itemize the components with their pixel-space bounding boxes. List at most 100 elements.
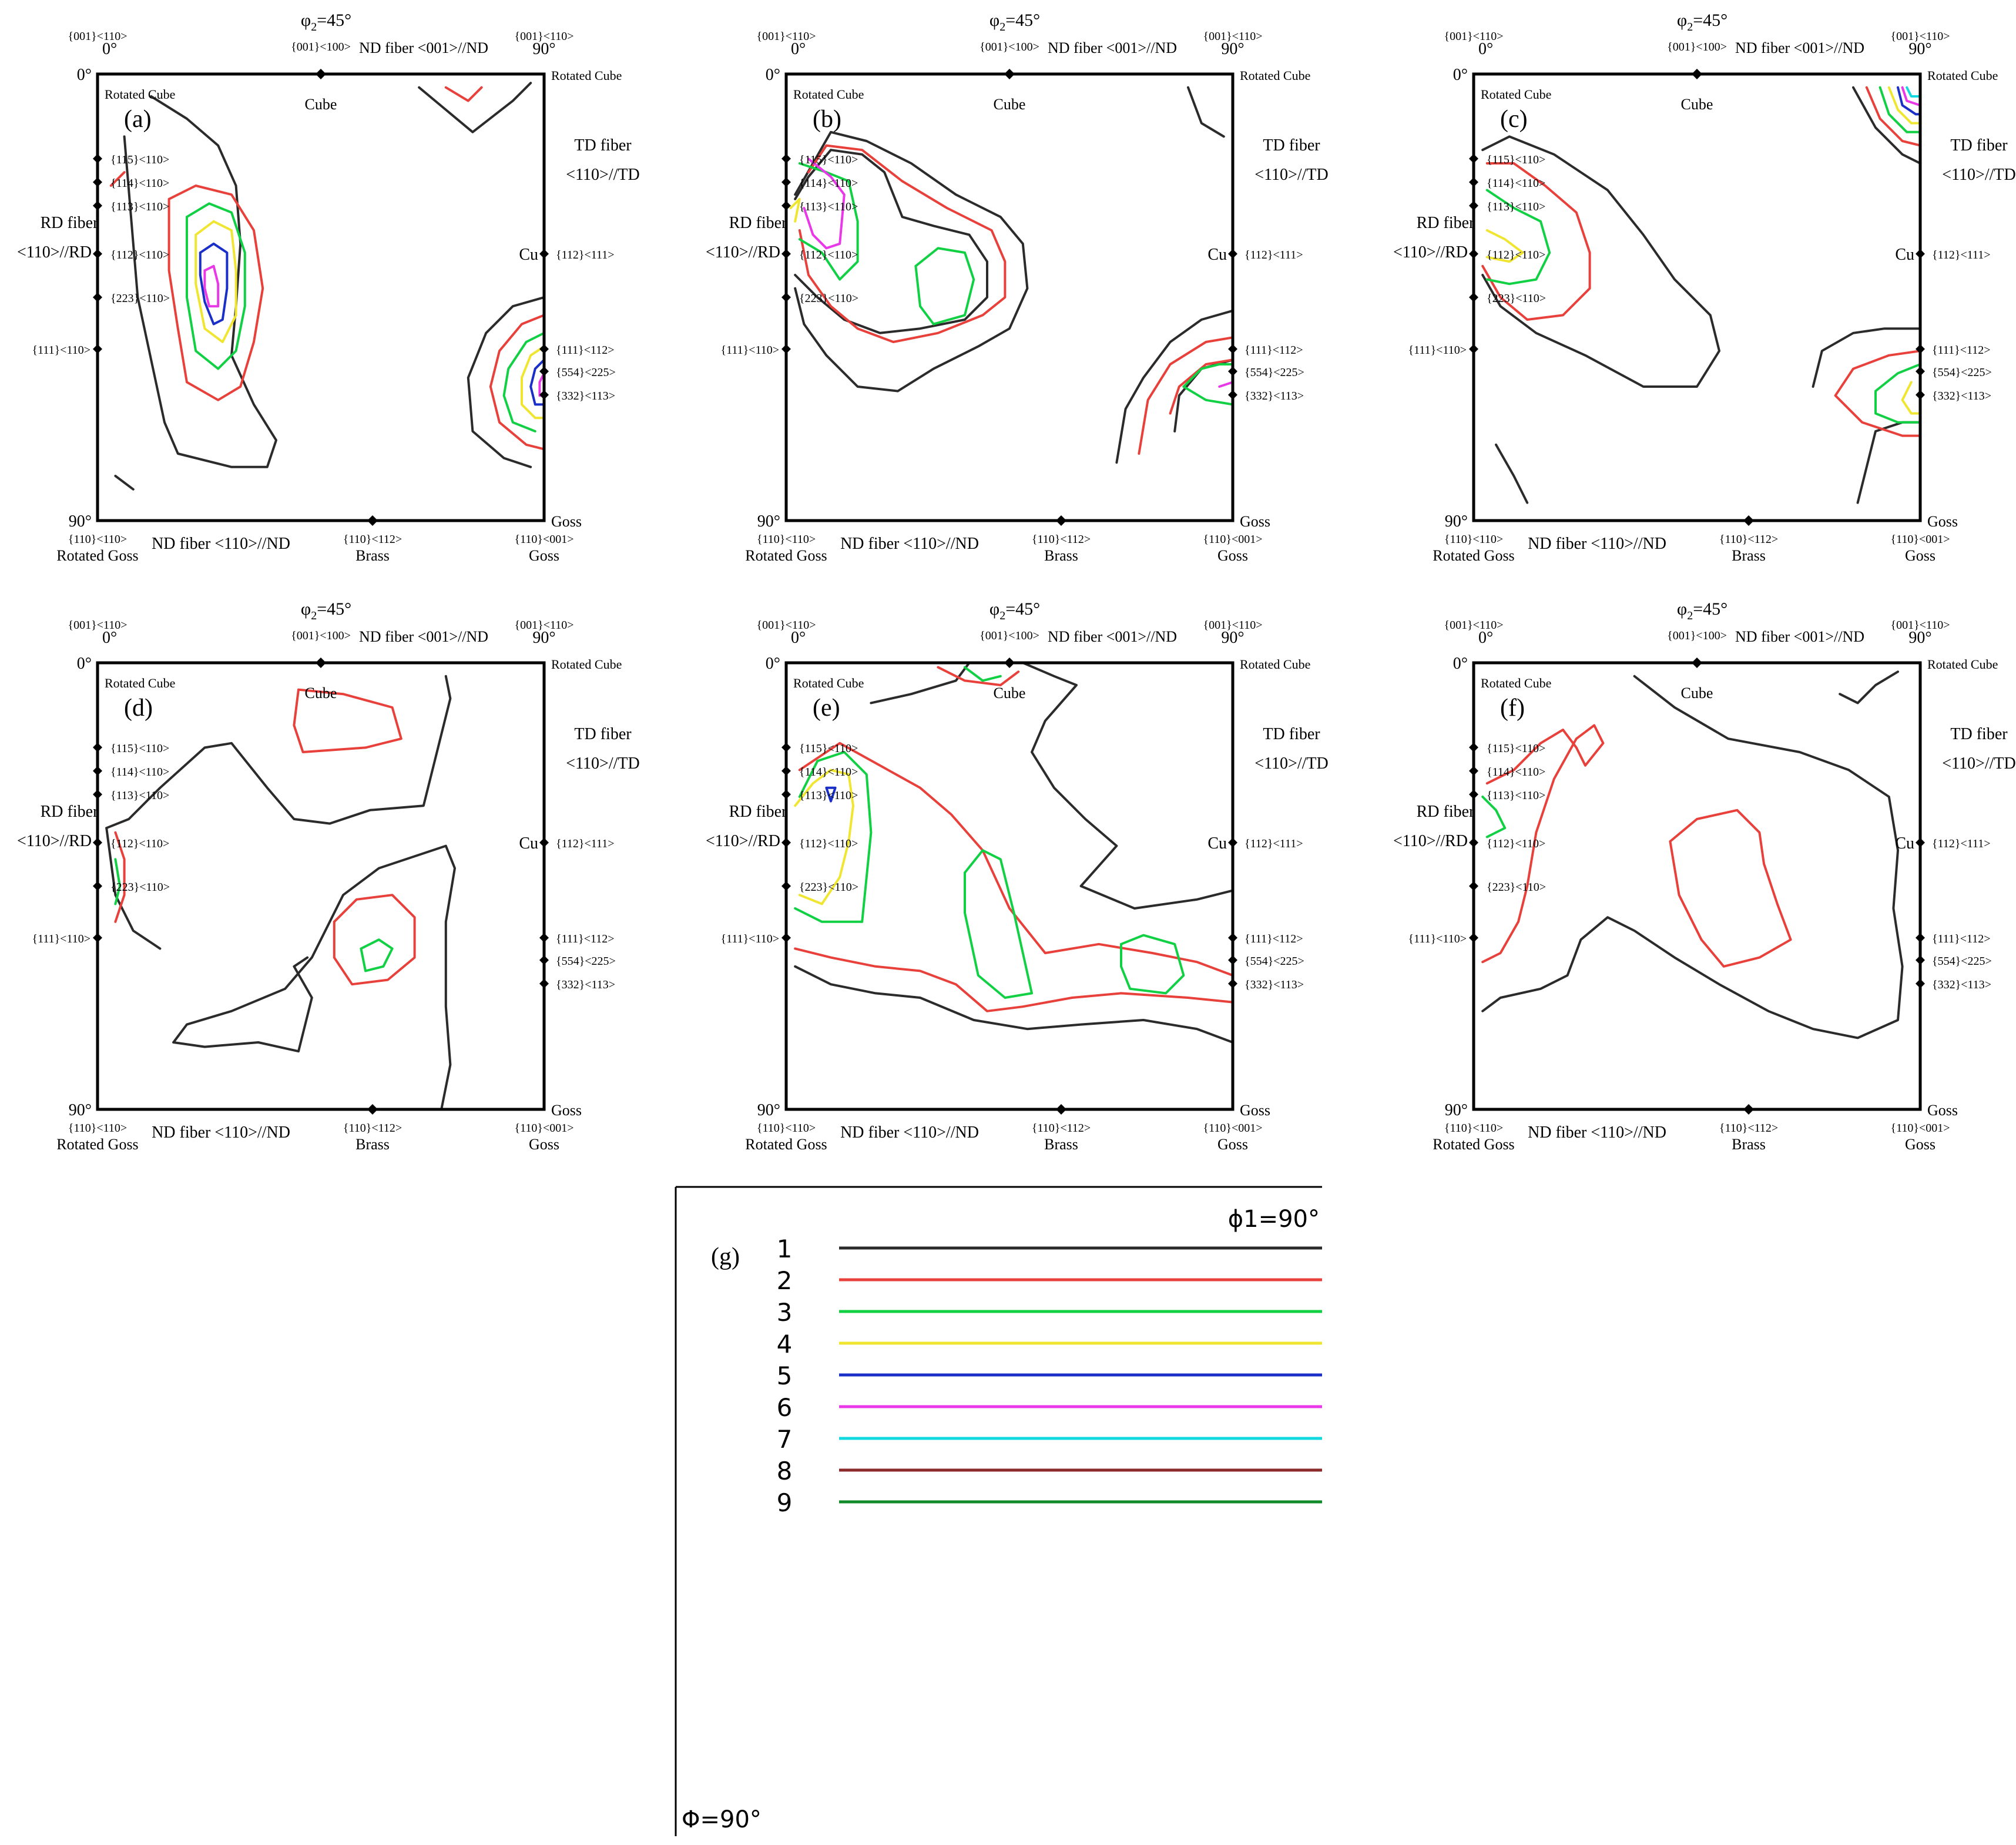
cube-label: Cube <box>994 96 1026 113</box>
legend-phi1-label: ϕ1=90° <box>1228 1206 1320 1233</box>
right-tick-label: {554}<225> <box>1245 366 1304 379</box>
left-tick-label: {111}<110> <box>32 932 90 945</box>
contour-level-2 <box>444 86 483 102</box>
left-tick-label: {223}<110> <box>110 881 170 894</box>
left-tick-marker <box>1469 766 1478 776</box>
contour-lines <box>1481 86 1920 504</box>
bottom-right-component: {110}<001> <box>1890 1122 1950 1135</box>
contour-level-1 <box>1495 443 1529 504</box>
left-tick-marker <box>93 177 102 187</box>
contour-level-7 <box>1906 86 1920 98</box>
left-tick-label: {223}<110> <box>1487 292 1546 305</box>
legend-level-value: 9 <box>777 1488 793 1517</box>
bottom-right-component: {110}<001> <box>514 533 573 546</box>
rotated-goss-label: Rotated Goss <box>56 1136 138 1153</box>
legend-level-value: 6 <box>777 1393 793 1422</box>
legend-level-value: 3 <box>777 1298 793 1327</box>
left-tick-label: {115}<110> <box>1487 153 1545 166</box>
left-tick-label: {115}<110> <box>1487 742 1545 755</box>
bottom-mid-component: {110}<112> <box>1032 1122 1091 1135</box>
left-bottom-angle: 90° <box>69 1101 92 1119</box>
left-bottom-angle: 90° <box>1445 1101 1468 1119</box>
right-tick-marker <box>1916 838 1925 847</box>
contour-level-2 <box>1481 724 1605 964</box>
contour-level-4 <box>1485 229 1524 263</box>
contour-level-2 <box>114 831 126 923</box>
left-tick-marker <box>1469 293 1478 302</box>
top-right-angle: 90° <box>1908 40 1931 58</box>
right-tick-marker <box>539 367 549 376</box>
right-tick-label: {332}<113> <box>1932 390 1991 402</box>
left-tick-label: {114}<110> <box>110 766 169 779</box>
cube-marker <box>1004 658 1015 668</box>
td-fiber-direction: <110>//TD <box>566 166 639 184</box>
top-left-component: {001}<110> <box>756 30 816 43</box>
odf-panel-a: φ2=45°{001}<110>0° {001}<100> ND fiber <00… <box>17 11 640 564</box>
top-fiber-label: ND fiber <001>//ND <box>1735 628 1864 645</box>
left-tick-marker <box>93 154 102 163</box>
top-mid-component: {001}<100> <box>980 629 1039 642</box>
right-tick-label: {111}<112> <box>556 932 615 945</box>
left-top-angle: 0° <box>766 655 780 673</box>
legend-level-value: 5 <box>777 1361 793 1390</box>
contour-level-4 <box>789 197 801 223</box>
right-tick-label: {554}<225> <box>1932 366 1992 379</box>
top-mid-component: {001}<100> <box>291 629 351 642</box>
right-tick-label: {111}<112> <box>1245 932 1303 945</box>
left-top-angle: 0° <box>1453 66 1468 84</box>
right-tick-marker <box>1916 344 1925 354</box>
contour-level-6 <box>203 264 220 308</box>
left-tick-marker <box>1469 933 1478 942</box>
rd-fiber-label: RD fiber <box>1417 214 1475 232</box>
goss-corner-label: Goss <box>1240 1102 1270 1119</box>
contour-level-2 <box>333 894 416 986</box>
left-tick-label: {115}<110> <box>110 742 169 755</box>
cu-label: Cu <box>519 834 538 853</box>
cube-marker <box>1692 69 1702 79</box>
goss-corner-label: Goss <box>1927 513 1958 530</box>
contour-level-3 <box>1120 934 1185 995</box>
top-fiber-label: ND fiber <001>//ND <box>1048 39 1177 56</box>
left-tick-label: {114}<110> <box>799 177 858 190</box>
rd-fiber-direction: <110>//RD <box>1393 243 1468 261</box>
contour-level-3 <box>1481 796 1507 838</box>
brass-marker <box>1743 1104 1754 1115</box>
top-right-component: {001}<110> <box>1203 619 1262 632</box>
right-tick-label: {332}<113> <box>556 978 615 991</box>
contour-level-2 <box>1138 336 1233 455</box>
rotated-cube-right: Rotated Cube <box>551 68 622 83</box>
odf-panel-c: φ2=45°{001}<110>0° {001}<100> ND fiber <00… <box>1393 11 2016 564</box>
bottom-fiber-label: ND fiber <110>//ND <box>152 1123 290 1142</box>
right-tick-label: {332}<113> <box>1245 978 1304 991</box>
rotated-cube-right: Rotated Cube <box>1927 68 1998 83</box>
panel-label: (c) <box>1500 106 1528 133</box>
left-tick-marker <box>781 201 791 210</box>
contour-level-1 <box>172 844 456 1109</box>
contour-level-1 <box>1481 675 1904 1039</box>
cube-marker <box>1004 69 1015 79</box>
rotated-cube-right: Rotated Cube <box>1927 657 1998 672</box>
contour-level-2 <box>798 742 1233 977</box>
left-tick-label: {113}<110> <box>110 789 169 802</box>
top-mid-component: {001}<100> <box>1667 41 1727 53</box>
bottom-left-component: {110}<110> <box>757 1122 816 1135</box>
contour-level-3 <box>1182 385 1233 406</box>
left-tick-marker <box>93 766 102 776</box>
cube-marker <box>316 658 326 668</box>
right-tick-label: {112}<111> <box>1932 249 1991 261</box>
legend-level-value: 7 <box>777 1425 793 1454</box>
right-tick-marker <box>1916 367 1925 376</box>
right-tick-label: {111}<112> <box>1932 932 1991 945</box>
contour-level-2 <box>798 144 1007 343</box>
left-tick-marker <box>93 249 102 259</box>
left-tick-marker <box>93 743 102 752</box>
contour-level-3 <box>964 666 1002 682</box>
contour-level-4 <box>521 345 544 420</box>
left-tick-marker <box>1469 838 1478 847</box>
top-right-component: {001}<110> <box>514 619 573 632</box>
left-tick-label: {114}<110> <box>1487 177 1545 190</box>
rotated-cube-right: Rotated Cube <box>551 657 622 672</box>
left-tick-label: {223}<110> <box>1487 881 1546 894</box>
rotated-cube-right: Rotated Cube <box>1240 657 1310 672</box>
left-tick-label: {112}<110> <box>799 249 858 261</box>
